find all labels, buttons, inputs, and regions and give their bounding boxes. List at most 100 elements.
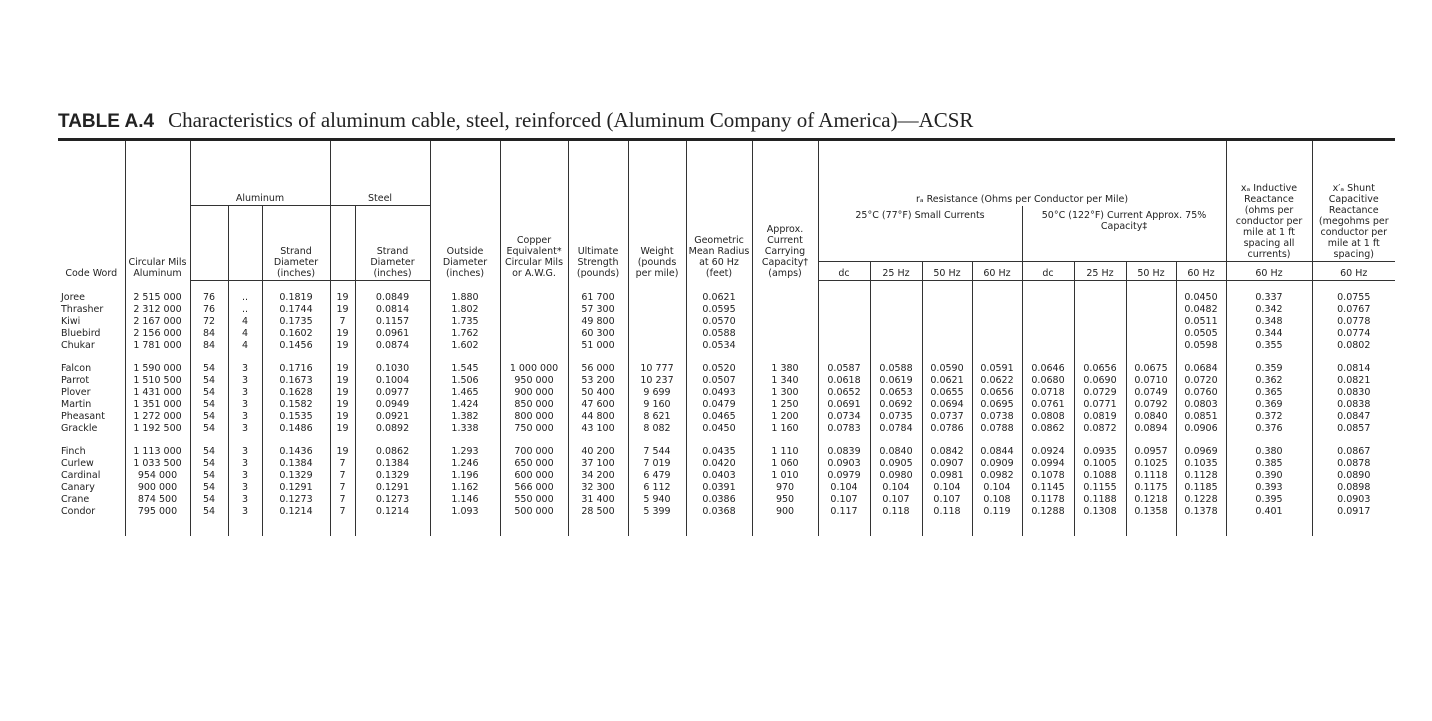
data-cell: 0.0656 [971, 386, 1023, 399]
data-cell [971, 303, 1023, 316]
data-cell: 0.0903 [817, 457, 871, 470]
data-cell: 28 500 [567, 505, 629, 518]
data-cell: 0.0710 [1125, 374, 1177, 387]
data-cell: 3 [227, 410, 262, 423]
data-cell: 0.365 [1225, 386, 1313, 399]
spacer-cell [499, 517, 569, 536]
data-cell: 0.0917 [1311, 505, 1396, 518]
data-cell: 3 [227, 493, 262, 506]
data-cell: 7 [329, 315, 356, 328]
code-word: Curlew [61, 457, 94, 469]
data-cell: 50 400 [567, 386, 629, 399]
data-cell: 7 [329, 481, 356, 494]
spacer-cell [1175, 351, 1227, 363]
header-subgroup: 50°C (122°F) Current Approx. 75% Capacit… [1021, 205, 1227, 261]
data-cell: 54 [189, 386, 228, 399]
spacer-cell [817, 351, 871, 363]
data-row: Grackle 1 192 500 54 3 0.1486 19 0.0892 1.338 75… [58, 422, 1396, 435]
spacer-cell [971, 434, 1023, 446]
header-cell: Weight (pounds per mile) [627, 139, 687, 280]
header-frequency: 25 Hz [1073, 260, 1127, 281]
table-title: TABLE A.4 Characteristics of aluminum cab… [58, 108, 973, 133]
data-cell: 0.0587 [817, 362, 871, 375]
spacer-cell [329, 280, 356, 292]
data-cell: 19 [329, 339, 356, 352]
spacer-cell [1021, 280, 1075, 292]
data-cell: 0.1378 [1175, 505, 1227, 518]
data-cell: 0.337 [1225, 291, 1313, 304]
data-row: Crane 874 500 54 3 0.1273 7 0.1273 1.146 550 000… [58, 493, 1396, 506]
header-group: Steel [329, 139, 431, 206]
data-cell: 0.0921 [354, 410, 431, 423]
data-cell: 1 010 [751, 469, 819, 482]
data-cell: 0.1214 [261, 505, 331, 518]
spacer-cell [189, 351, 228, 363]
data-cell [1073, 339, 1127, 352]
data-cell [971, 315, 1023, 328]
data-cell: 0.0862 [354, 445, 431, 458]
spacer-row [58, 434, 1396, 446]
spacer-cell [354, 434, 431, 446]
data-cell: 0.0653 [869, 386, 923, 399]
data-cell: 950 000 [499, 374, 569, 387]
data-cell: 8 621 [627, 410, 687, 423]
data-cell: 0.380 [1225, 445, 1313, 458]
data-cell: 57 300 [567, 303, 629, 316]
data-cell [627, 339, 687, 352]
data-cell: 34 200 [567, 469, 629, 482]
data-cell: 1 033 500 [124, 457, 190, 470]
data-cell: 0.1744 [261, 303, 331, 316]
data-cell: 10 777 [627, 362, 687, 375]
data-cell: 0.1673 [261, 374, 331, 387]
data-cell: 1 192 500 [124, 422, 190, 435]
data-cell: 0.0969 [1175, 445, 1227, 458]
data-cell: 0.0814 [1311, 362, 1396, 375]
data-cell: 1 060 [751, 457, 819, 470]
data-cell: 0.1384 [261, 457, 331, 470]
data-cell: 800 000 [499, 410, 569, 423]
data-cell: 47 600 [567, 398, 629, 411]
data-cell: 0.0505 [1175, 327, 1227, 340]
spacer-row [58, 280, 1396, 292]
data-cell [627, 303, 687, 316]
spacer-cell [1073, 517, 1127, 536]
data-cell: 1 272 000 [124, 410, 190, 423]
data-cell: 0.0588 [869, 362, 923, 375]
data-cell: 954 000 [124, 469, 190, 482]
data-cell [751, 315, 819, 328]
data-cell: 0.0684 [1175, 362, 1227, 375]
data-cell [817, 291, 871, 304]
data-cell: 0.1384 [354, 457, 431, 470]
spacer-cell [1225, 280, 1313, 292]
data-cell: 0.1157 [354, 315, 431, 328]
data-row: Condor 795 000 54 3 0.1214 7 0.1214 1.093 500 00… [58, 505, 1396, 518]
data-cell: 3 [227, 481, 262, 494]
data-cell: 1 431 000 [124, 386, 190, 399]
data-cell: 0.1456 [261, 339, 331, 352]
data-cell: 1 510 500 [124, 374, 190, 387]
data-cell: 0.0847 [1311, 410, 1396, 423]
data-cell: 0.0840 [1125, 410, 1177, 423]
spacer-cell [58, 280, 125, 292]
data-cell: 0.1716 [261, 362, 331, 375]
header-frequency: 60 Hz [1225, 260, 1313, 281]
data-cell: 0.0924 [1021, 445, 1075, 458]
data-cell: 0.0979 [817, 469, 871, 482]
data-cell: 3 [227, 469, 262, 482]
data-cell: 0.0761 [1021, 398, 1075, 411]
data-cell: 0.362 [1225, 374, 1313, 387]
spacer-cell [227, 434, 262, 446]
code-word: Grackle [61, 422, 98, 434]
data-cell: 51 000 [567, 339, 629, 352]
spacer-cell [921, 351, 973, 363]
data-cell: 54 [189, 445, 228, 458]
data-cell: 0.0694 [921, 398, 973, 411]
data-row: Thrasher 2 312 000 76.. 0.1744 19 0.0814 1.802… [58, 303, 1396, 316]
data-cell [499, 303, 569, 316]
data-cell: 0.0981 [921, 469, 973, 482]
spacer-cell [627, 351, 687, 363]
spacer-cell [921, 517, 973, 536]
spacer-cell [817, 434, 871, 446]
data-cell: 3 [227, 505, 262, 518]
data-cell: 0.1118 [1125, 469, 1177, 482]
